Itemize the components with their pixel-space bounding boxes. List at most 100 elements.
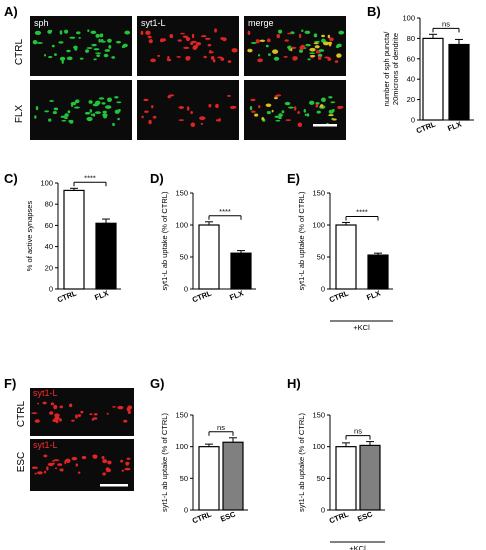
panel-letter-c: C) <box>4 171 18 186</box>
punctum <box>44 470 47 474</box>
punctum <box>71 419 75 422</box>
punctum <box>261 117 265 121</box>
column-label-merge: merge <box>248 18 274 28</box>
punctum <box>35 105 39 111</box>
punctum <box>59 405 64 409</box>
punctum <box>305 43 311 47</box>
punctum <box>145 30 151 36</box>
y-tick-label: 150 <box>175 189 188 198</box>
punctum <box>117 405 124 410</box>
bar-ctrl <box>422 37 444 121</box>
punctum <box>195 42 202 46</box>
punctum <box>254 113 259 117</box>
punctum <box>102 472 106 476</box>
punctum <box>106 412 109 415</box>
punctum <box>144 110 149 113</box>
punctum <box>100 39 104 43</box>
punctum <box>93 48 100 51</box>
category-label: FLX <box>228 289 245 303</box>
punctum <box>313 42 319 45</box>
punctum <box>64 113 69 117</box>
punctum <box>31 412 38 414</box>
punctum <box>328 96 333 99</box>
scale-bar-f <box>100 484 128 487</box>
punctum <box>212 59 216 63</box>
punctum <box>95 33 100 38</box>
punctum <box>116 101 122 104</box>
punctum <box>93 413 98 416</box>
punctum <box>122 43 128 48</box>
chart-d: D) 0 50 100 150 syt1-L ab uptake (% of CTRL) C… <box>150 171 256 304</box>
punctum <box>112 122 115 127</box>
punctum <box>116 40 121 44</box>
significance-label: **** <box>356 207 368 216</box>
punctum <box>204 37 211 40</box>
punctum <box>178 119 184 121</box>
panel-letter-b: B) <box>367 4 381 19</box>
punctum <box>203 55 207 59</box>
punctum <box>304 30 311 35</box>
bar-flx <box>230 252 252 290</box>
punctum <box>275 119 281 122</box>
punctum <box>215 103 219 109</box>
y-tick-label: 100 <box>402 14 415 23</box>
micrograph-f-esc <box>30 439 134 491</box>
punctum <box>108 45 112 49</box>
punctum <box>214 28 217 33</box>
punctum <box>57 463 63 467</box>
punctum <box>327 57 332 61</box>
punctum <box>89 108 92 113</box>
y-tick-label: 0 <box>411 116 415 125</box>
punctum <box>299 49 304 53</box>
punctum <box>31 466 39 469</box>
punctum <box>200 122 204 125</box>
punctum <box>46 466 49 471</box>
punctum <box>44 110 50 113</box>
punctum <box>59 56 66 61</box>
punctum <box>309 47 316 52</box>
punctum <box>140 30 144 36</box>
punctum <box>167 95 171 99</box>
punctum <box>101 102 106 105</box>
punctum <box>73 45 78 50</box>
punctum <box>231 48 238 53</box>
punctum <box>54 413 60 418</box>
punctum <box>126 457 131 460</box>
column-label-syt1: syt1-L <box>141 18 166 28</box>
punctum <box>71 456 78 461</box>
punctum <box>102 110 107 114</box>
y-tick-label: 0 <box>184 506 188 515</box>
punctum <box>152 115 157 119</box>
significance-label: **** <box>219 207 231 216</box>
punctum <box>102 459 108 464</box>
punctum <box>114 96 119 99</box>
punctum <box>290 48 293 52</box>
y-tick-label: 50 <box>180 253 188 262</box>
y-tick-label: 150 <box>312 411 325 420</box>
punctum <box>52 418 59 423</box>
punctum <box>268 53 271 56</box>
punctum <box>278 113 283 117</box>
punctum <box>322 41 330 46</box>
punctum <box>66 49 71 53</box>
punctum <box>208 103 212 108</box>
punctum <box>255 39 260 44</box>
y-tick-label: 150 <box>175 411 188 420</box>
bar-esc <box>359 444 381 511</box>
punctum <box>314 40 320 43</box>
punctum <box>61 119 67 122</box>
punctum <box>157 54 160 57</box>
punctum <box>48 118 52 122</box>
category-label: CTRL <box>56 288 78 304</box>
punctum <box>95 52 102 55</box>
y-tick-label: 80 <box>407 34 415 43</box>
punctum <box>49 99 54 102</box>
punctum <box>59 30 63 35</box>
punctum <box>309 52 316 55</box>
punctum <box>336 53 342 58</box>
punctum <box>190 110 193 115</box>
panel-letter-f: F) <box>4 376 16 391</box>
punctum <box>292 56 298 59</box>
punctum <box>120 459 124 463</box>
